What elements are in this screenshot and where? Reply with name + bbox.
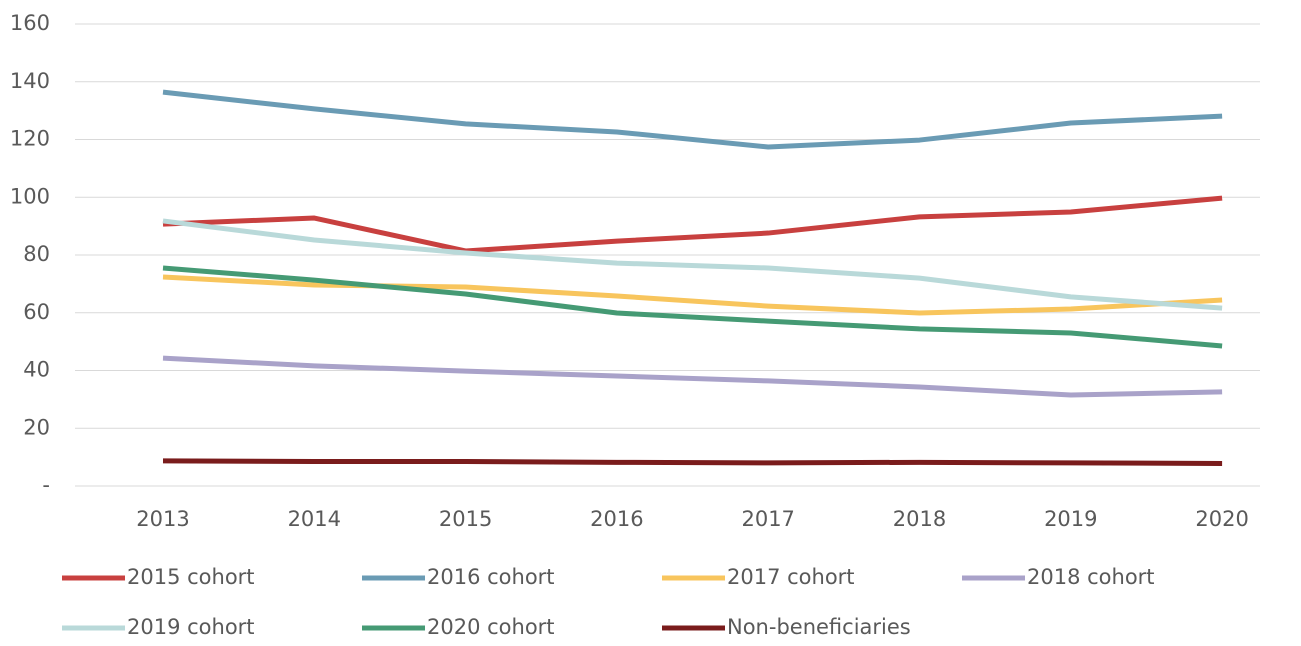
x-tick-label: 2017 bbox=[741, 507, 794, 531]
y-tick-label: 160 bbox=[10, 11, 50, 35]
y-tick-label: 140 bbox=[10, 69, 50, 93]
x-tick-label: 2018 bbox=[893, 507, 946, 531]
x-tick-label: 2015 bbox=[439, 507, 492, 531]
x-tick-label: 2019 bbox=[1044, 507, 1097, 531]
series-line bbox=[162, 355, 1223, 398]
legend-label: 2016 cohort bbox=[427, 565, 555, 589]
y-tick-label: 40 bbox=[23, 358, 50, 382]
y-tick-label: 120 bbox=[10, 127, 50, 151]
x-tick-label: 2014 bbox=[288, 507, 341, 531]
legend-label: 2019 cohort bbox=[127, 615, 255, 639]
series-line bbox=[162, 218, 1223, 311]
y-tick-label: 20 bbox=[23, 415, 50, 439]
series-line bbox=[162, 265, 1223, 349]
y-tick-label: 80 bbox=[23, 242, 50, 266]
legend-label: 2020 cohort bbox=[427, 615, 555, 639]
x-tick-label: 2016 bbox=[590, 507, 643, 531]
y-tick-label: - bbox=[42, 473, 50, 497]
y-tick-label: 100 bbox=[10, 184, 50, 208]
x-tick-label: 2013 bbox=[136, 507, 189, 531]
legend-label: 2015 cohort bbox=[127, 565, 255, 589]
series-line bbox=[162, 195, 1223, 254]
legend-label: 2018 cohort bbox=[1027, 565, 1155, 589]
legend-label: 2017 cohort bbox=[727, 565, 855, 589]
x-tick-label: 2020 bbox=[1195, 507, 1248, 531]
y-tick-label: 60 bbox=[23, 300, 50, 324]
series-line bbox=[162, 458, 1223, 466]
series-line bbox=[162, 274, 1223, 316]
series-line bbox=[162, 89, 1223, 150]
legend-label: Non-beneficiaries bbox=[727, 615, 911, 639]
